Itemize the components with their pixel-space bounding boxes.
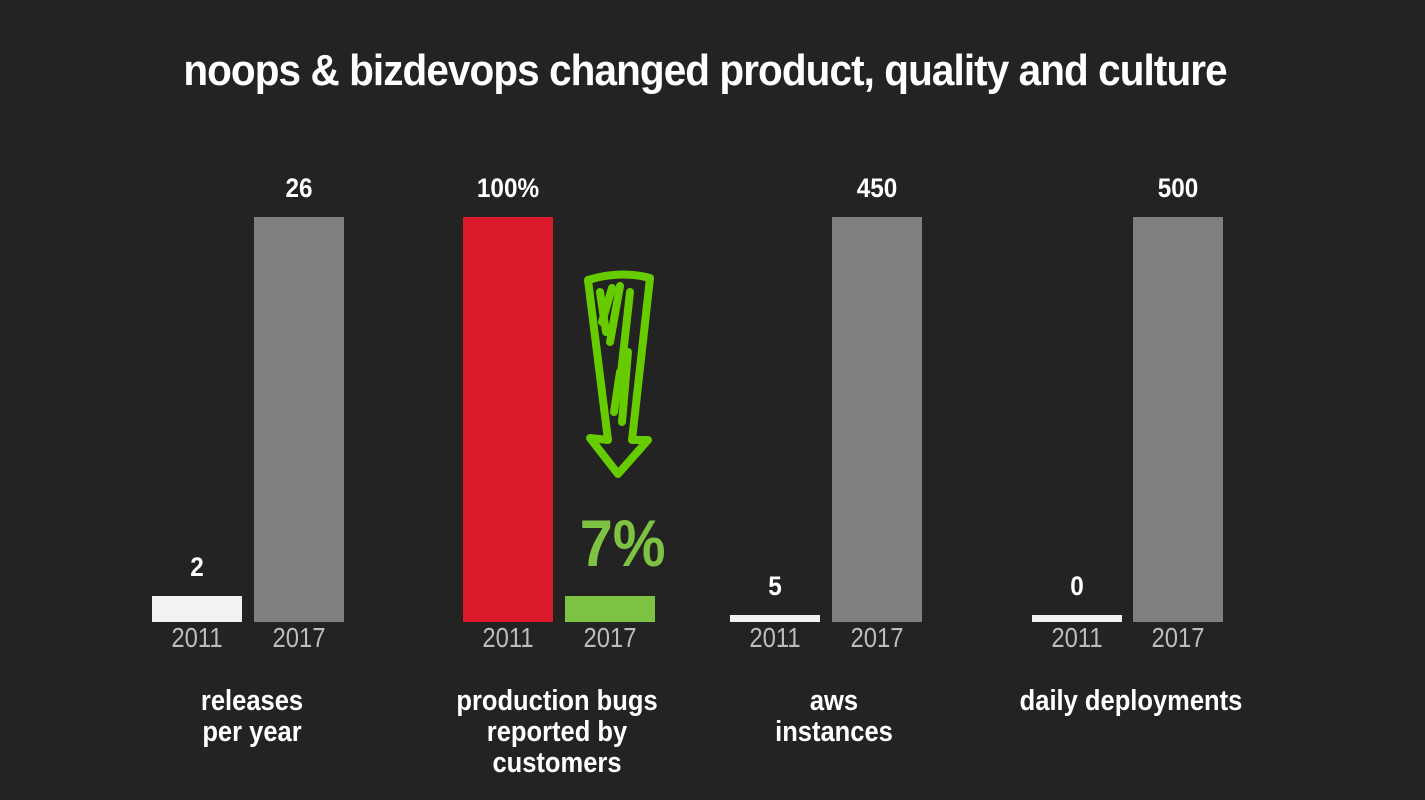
value-label: 450 xyxy=(856,173,898,203)
value-label: 500 xyxy=(1157,173,1199,203)
value-label: 26 xyxy=(285,173,313,203)
year-tick-label: 2011 xyxy=(1051,622,1103,653)
bar xyxy=(832,217,922,622)
value-label: 0 xyxy=(1070,571,1084,601)
bar xyxy=(565,596,655,622)
group-label: aws instances xyxy=(775,685,893,748)
bar xyxy=(1133,217,1223,622)
year-tick-label: 2017 xyxy=(850,622,904,653)
value-label-highlight: 7% xyxy=(579,506,666,580)
slide-title: noops & bizdevops changed product, quali… xyxy=(183,46,1227,95)
bar xyxy=(152,596,242,622)
bar xyxy=(254,217,344,622)
bar xyxy=(1032,615,1122,622)
value-label: 100% xyxy=(476,173,540,203)
value-label: 2 xyxy=(190,552,204,582)
group-label: daily deployments xyxy=(1019,685,1243,717)
year-tick-label: 2011 xyxy=(171,622,223,653)
year-tick-label: 2017 xyxy=(272,622,326,653)
year-tick-label: 2011 xyxy=(749,622,801,653)
down-arrow-icon xyxy=(584,270,654,478)
bar xyxy=(463,217,553,622)
year-tick-label: 2011 xyxy=(482,622,534,653)
bar xyxy=(730,615,820,622)
value-label: 5 xyxy=(768,571,782,601)
year-tick-label: 2017 xyxy=(583,622,637,653)
year-tick-label: 2017 xyxy=(1151,622,1205,653)
group-label: releases per year xyxy=(200,685,304,748)
group-label: production bugs reported by customers xyxy=(456,685,658,779)
